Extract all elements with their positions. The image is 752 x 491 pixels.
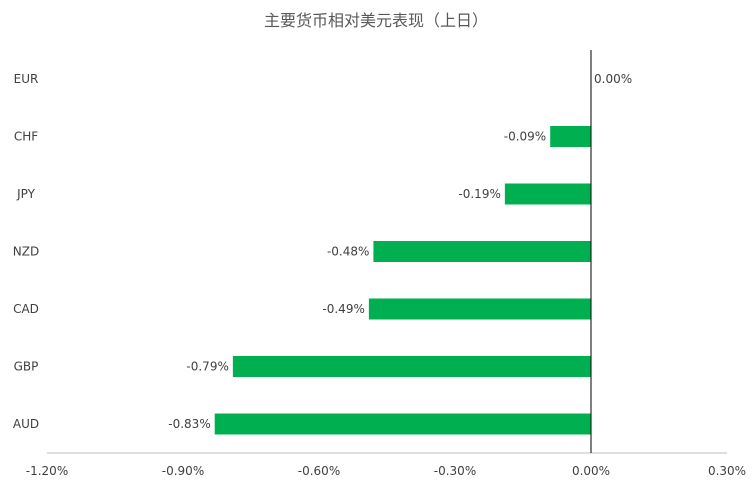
data-label: -0.83% — [168, 417, 210, 431]
bar — [504, 183, 591, 205]
x-tick-label: -1.20% — [26, 464, 68, 478]
data-label: -0.48% — [327, 245, 369, 259]
bar — [232, 356, 591, 377]
category-label: EUR — [14, 72, 39, 86]
category-label: JPY — [16, 187, 36, 201]
data-label: -0.19% — [458, 187, 500, 201]
category-label: GBP — [14, 360, 39, 374]
data-label: -0.79% — [186, 360, 228, 374]
category-label: AUD — [13, 417, 39, 431]
bar — [550, 126, 591, 147]
x-tick-label: 0.00% — [572, 464, 610, 478]
category-label: CAD — [13, 302, 39, 316]
chart-title: 主要货币相对美元表现（上日） — [264, 11, 488, 30]
plot-area: -1.20% -0.90% -0.60% -0.30% 0.00% 0.30% EUR 0.0… — [13, 50, 746, 478]
data-label: 0.00% — [594, 72, 632, 86]
data-label: -0.49% — [322, 302, 364, 316]
x-tick-label: -0.30% — [434, 464, 476, 478]
x-tick-label: -0.90% — [162, 464, 204, 478]
bar — [368, 298, 591, 320]
category-label: NZD — [13, 245, 39, 259]
x-tick-label: 0.30% — [708, 464, 746, 478]
bar — [214, 413, 591, 435]
data-label: -0.09% — [504, 130, 546, 144]
x-tick-label: -0.60% — [298, 464, 340, 478]
category-label: CHF — [14, 130, 38, 144]
bar — [373, 241, 591, 262]
